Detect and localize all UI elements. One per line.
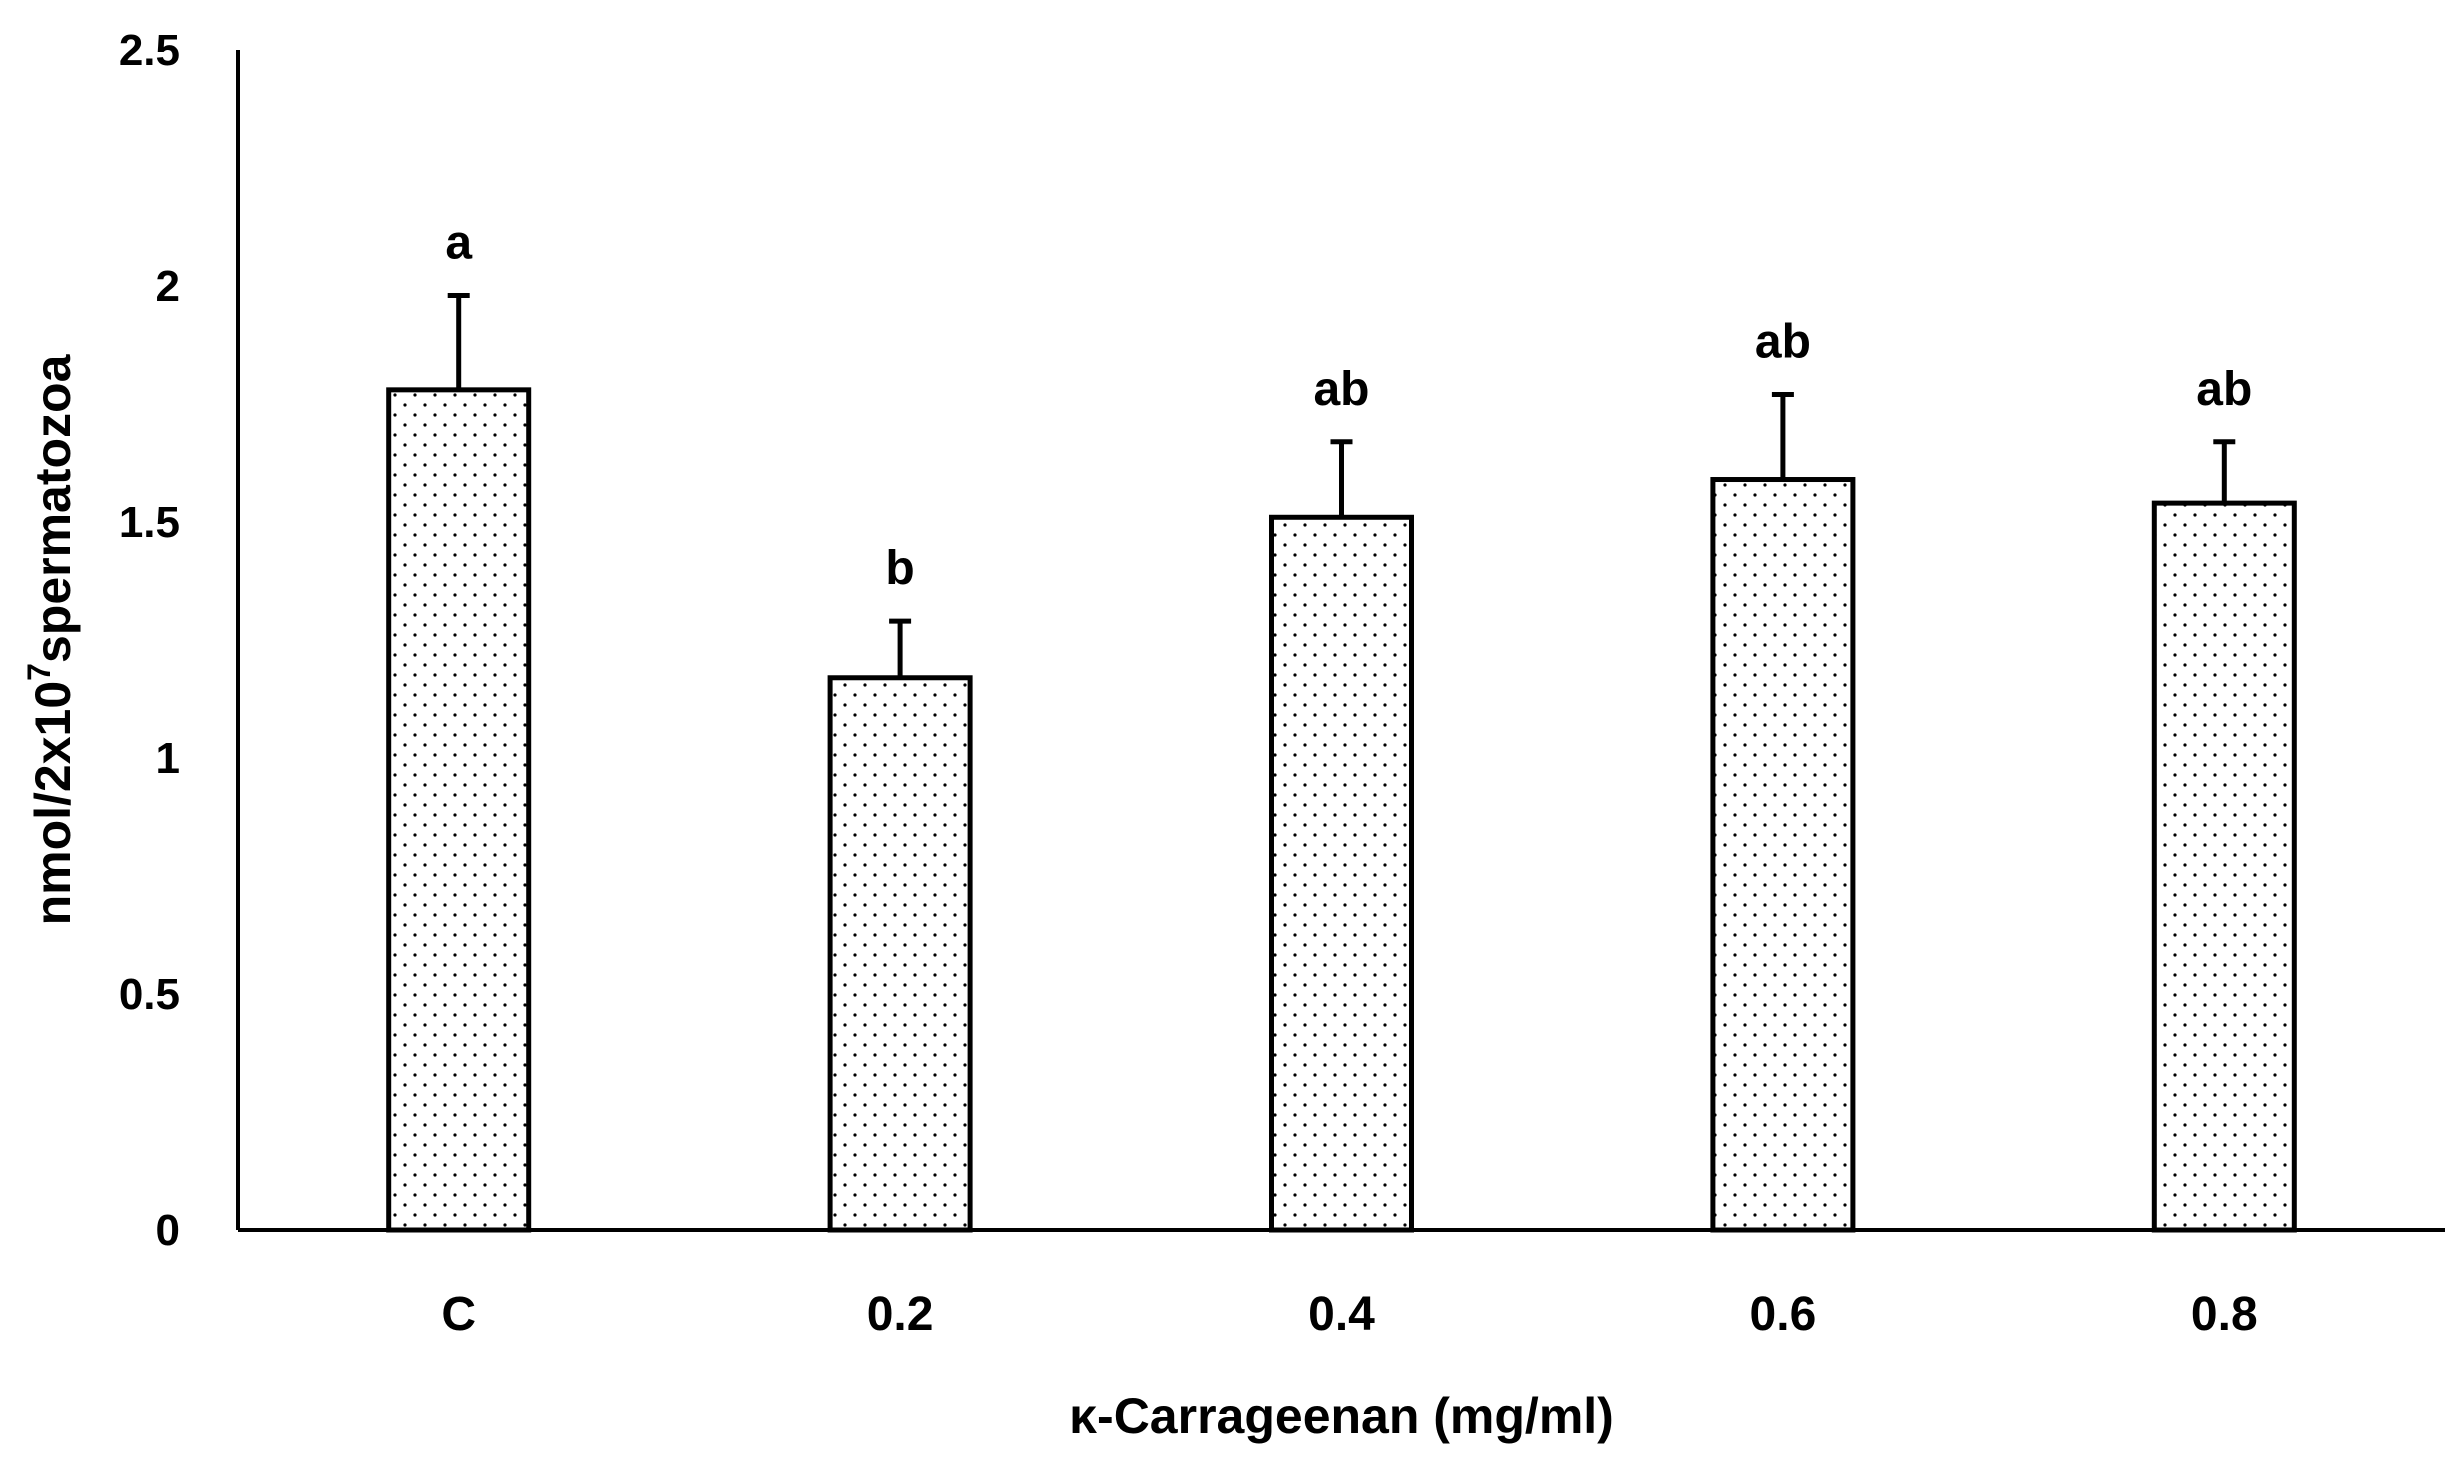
significance-label: b	[885, 542, 914, 595]
bar	[827, 675, 973, 1233]
error-bar	[889, 618, 912, 678]
x-axis-categories: C 0.2 0.4 0.6 0.8	[441, 1288, 2257, 1341]
y-tick-label: 0.5	[119, 970, 180, 1019]
error-bar	[2213, 439, 2236, 504]
significance-label: ab	[2196, 363, 2252, 416]
bar	[1710, 477, 1856, 1233]
x-axis-title: κ-Carrageenan (mg/ml)	[1069, 1388, 1614, 1444]
y-tick-label: 0	[156, 1206, 180, 1255]
error-bar	[1330, 439, 1353, 518]
x-tick-label: 0.4	[1308, 1288, 1375, 1341]
y-axis-ticks: 0 0.5 1 1.5 2 2.5	[119, 26, 180, 1255]
y-axis-title-suffix: spermatozoa	[25, 353, 81, 663]
x-tick-label: 0.8	[2191, 1288, 2258, 1341]
significance-label: ab	[1755, 316, 1811, 369]
y-axis-title: nmol/2x107spermatozoa	[21, 353, 81, 925]
y-tick-label: 2.5	[119, 26, 180, 75]
significance-label: ab	[1313, 363, 1369, 416]
y-tick-label: 2	[156, 262, 180, 311]
error-bar	[447, 292, 470, 390]
x-tick-label: 0.6	[1750, 1288, 1817, 1341]
y-axis-title-superscript: 7	[21, 663, 57, 681]
error-bars	[447, 292, 2236, 678]
bar	[2151, 500, 2297, 1233]
y-tick-label: 1.5	[119, 498, 180, 547]
error-bar	[1771, 392, 1794, 480]
y-axis-title-prefix: nmol/2x10	[25, 681, 81, 926]
significance-label: a	[445, 216, 472, 269]
bar	[386, 387, 532, 1233]
y-tick-label: 1	[156, 734, 180, 783]
x-tick-label: C	[441, 1288, 476, 1341]
x-tick-label: 0.2	[867, 1288, 934, 1341]
bar	[1269, 514, 1414, 1233]
